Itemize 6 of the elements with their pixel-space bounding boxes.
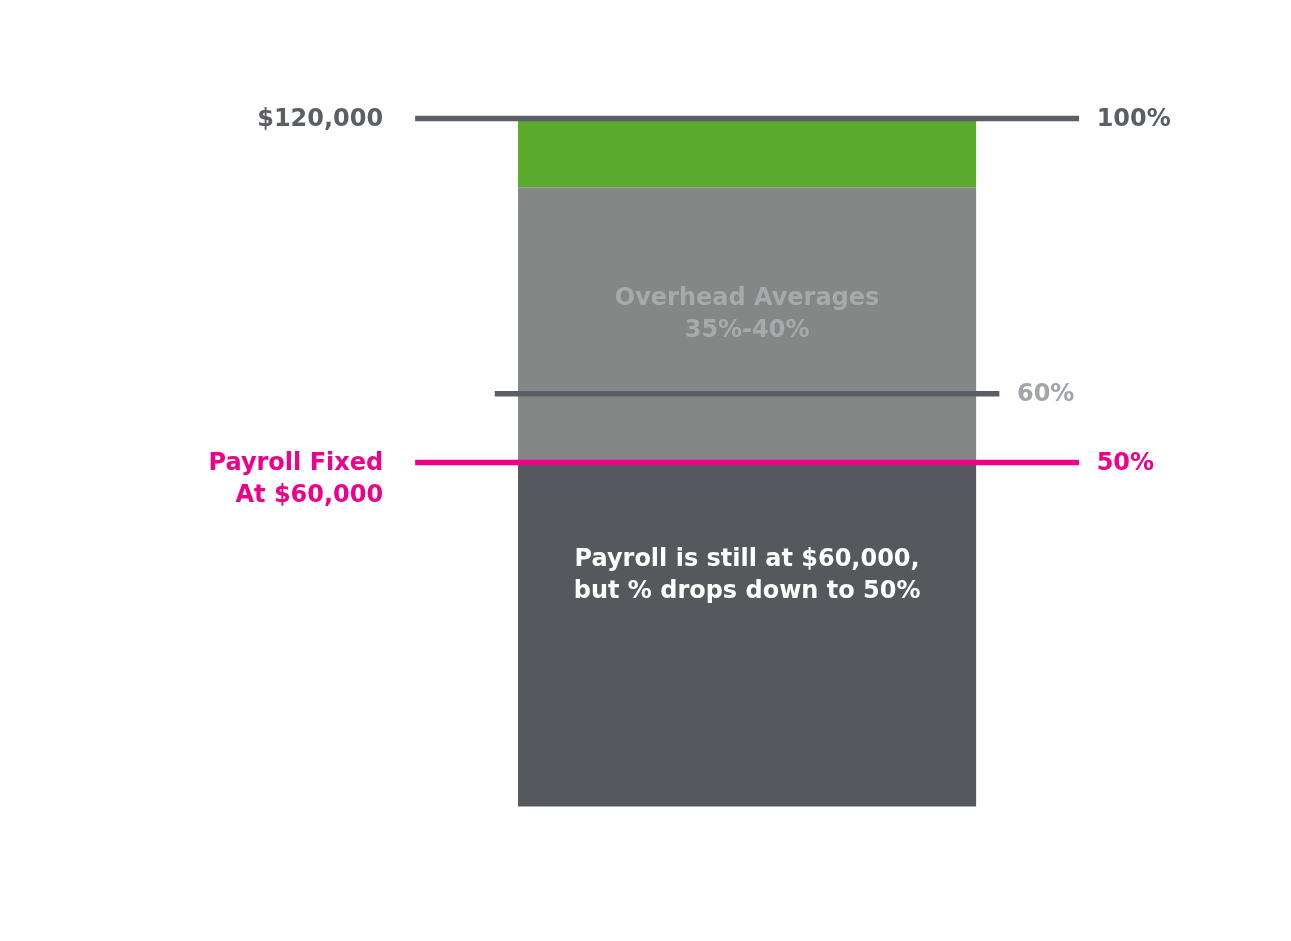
ref-line-label: 50% (1096, 447, 1155, 476)
ref-line-label: 100% (1096, 103, 1171, 132)
text: Payroll Fixed At $60,000 (208, 447, 384, 508)
ref-line-label: 60% (1016, 378, 1075, 407)
annotation: Payroll is still at $60,000, but % drops down to 50% (573, 544, 921, 604)
text: $120,000 (257, 103, 384, 132)
